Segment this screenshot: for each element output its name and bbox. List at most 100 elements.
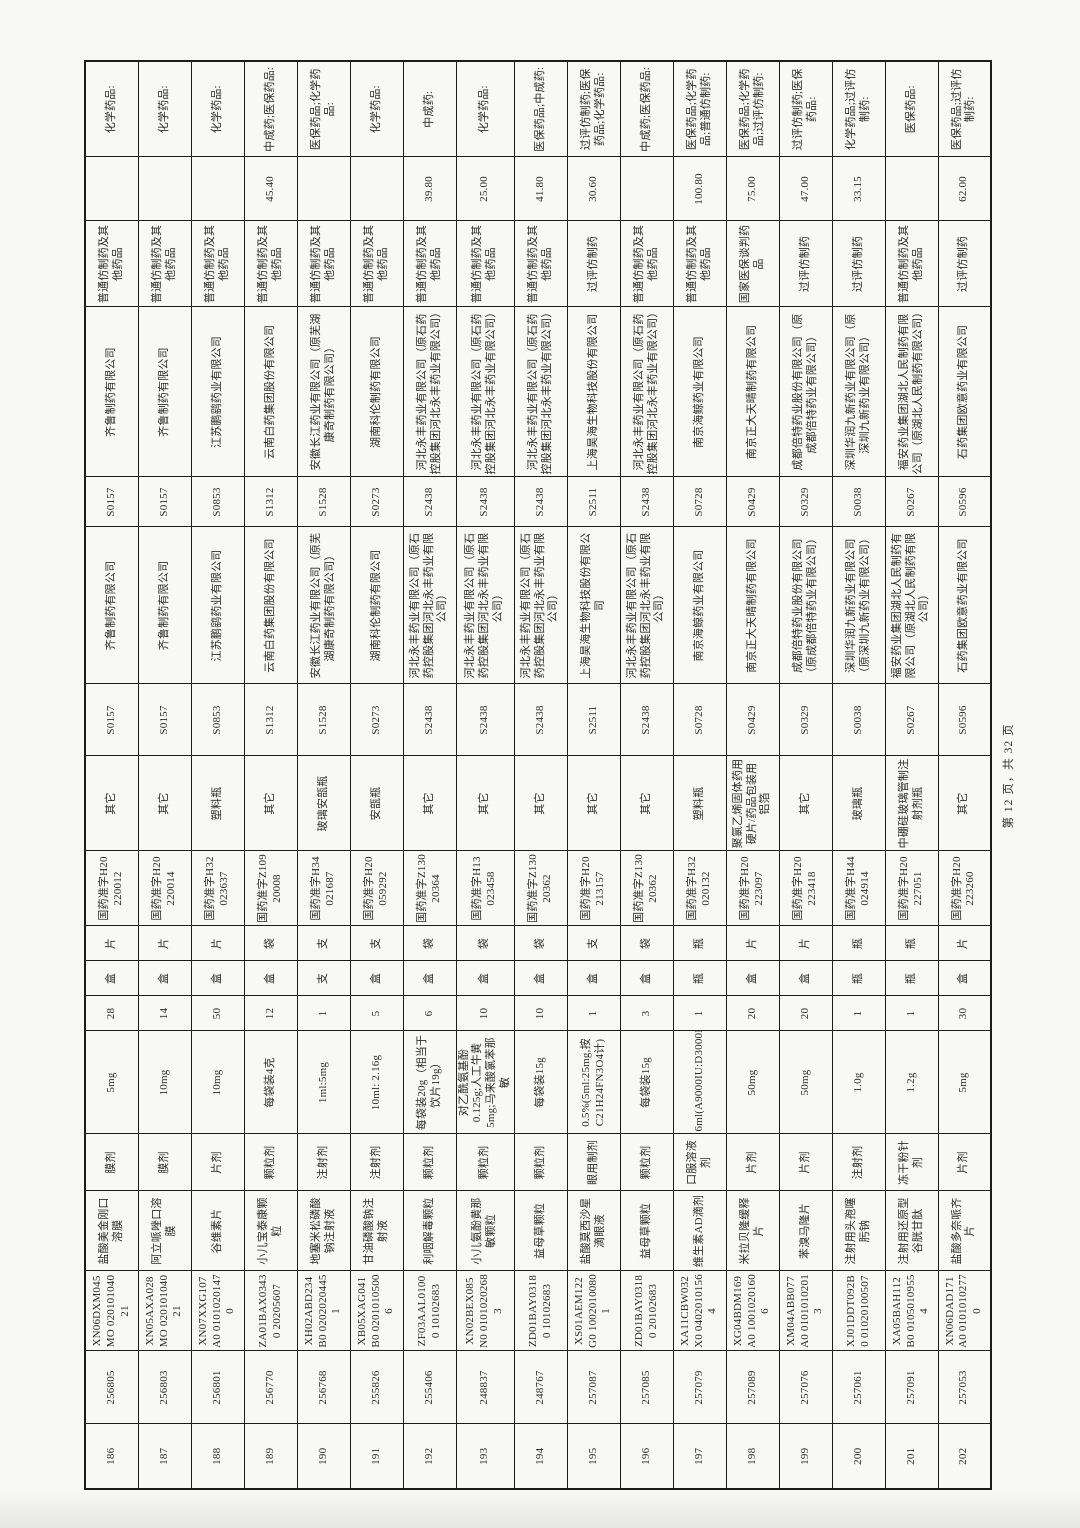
cell-unit2: 片 (726, 926, 779, 961)
cell-unit1: 盒 (244, 961, 297, 996)
cell-code1: S0038 (832, 684, 885, 756)
cell-company1: 湖南科伦制药有限公司 (350, 527, 403, 684)
cell-code: 257079 (673, 1351, 726, 1424)
cell-unit1: 瓶 (673, 961, 726, 996)
cell-spec: 每袋装15g (620, 1031, 673, 1134)
cell-price: 75.00 (726, 157, 779, 221)
cell-code2: S2438 (403, 477, 456, 527)
cell-form: 注射剂 (350, 1134, 403, 1191)
table-row: 191 255826 XB05XAG041B0 02010105006 甘油磷酸钠注射… (350, 61, 403, 1489)
cell-type: 普通仿制药及其他药品 (403, 221, 456, 307)
cell-code2: S1528 (297, 477, 350, 527)
cell-category: 化学药品: (350, 61, 403, 157)
cell-no: 187 (138, 1424, 191, 1489)
table-row: 188 256801 XN07XXG107A0 01010201470 谷维素片 片剂 1… (191, 61, 244, 1489)
table-row: 201 257091 XA05BAH112B0 01050109554 注射用还原型谷… (885, 61, 938, 1489)
cell-company1: 云南白药集团股份有限公司 (244, 527, 297, 684)
cell-id: ZF03AAL01000 10102683 (403, 1271, 456, 1351)
cell-code: 255826 (350, 1351, 403, 1424)
cell-type: 过评仿制药 (938, 221, 991, 307)
cell-code: 256768 (297, 1351, 350, 1424)
cell-code: 256803 (138, 1351, 191, 1424)
cell-price: 100.80 (673, 157, 726, 221)
cell-spec: 对乙酰氨基酚0.125g;人工牛黄5mg;马来酸氯苯那敏 (456, 1031, 514, 1134)
cell-code2: S0267 (885, 477, 938, 527)
table-row: 196 257085 ZD01BAY03180 20102683 益母草颗粒 颗粒剂 每袋… (620, 61, 673, 1489)
cell-unit1: 盒 (514, 961, 567, 996)
cell-qty: 12 (244, 996, 297, 1031)
cell-approval: 国药准字H20059292 (350, 851, 403, 926)
cell-form: 片剂 (938, 1134, 991, 1191)
cell-code1: S2438 (620, 684, 673, 756)
cell-unit1: 盒 (726, 961, 779, 996)
cell-company2: 河北永丰药业有限公司（原石药控股集团河北永丰药业有限公司） (403, 307, 456, 477)
cell-type: 普通仿制药及其他药品 (620, 221, 673, 307)
cell-category: 医保药品;过评仿制药: (938, 61, 991, 157)
cell-type: 普通仿制药及其他药品 (191, 221, 244, 307)
table-row: 197 257079 XA11CBW032X0 04020101564 维生素AD滴剂… (673, 61, 726, 1489)
cell-code1: S0728 (673, 684, 726, 756)
cell-no: 195 (567, 1424, 620, 1489)
cell-spec: 0.5%(5ml:25mg,按C21H24FN3O4计) (567, 1031, 620, 1134)
cell-form: 膜剂 (85, 1134, 138, 1191)
cell-qty: 1 (832, 996, 885, 1031)
cell-code1: S0429 (726, 684, 779, 756)
cell-price: 33.15 (832, 157, 885, 221)
cell-no: 200 (832, 1424, 885, 1489)
cell-form: 颗粒剂 (456, 1134, 514, 1191)
cell-approval: 国药准字Z13020362 (620, 851, 673, 926)
cell-pack: 玻璃安瓿瓶 (297, 756, 350, 851)
cell-price: 30.60 (567, 157, 620, 221)
cell-category: 医保药品;化学药品;过评仿制药: (726, 61, 779, 157)
cell-company2: 成都倍特药业股份有限公司（原成都倍特药业有限公司） (779, 307, 832, 477)
cell-unit2: 片 (779, 926, 832, 961)
cell-spec: 5mg (938, 1031, 991, 1134)
cell-pack: 其它 (620, 756, 673, 851)
cell-no: 190 (297, 1424, 350, 1489)
cell-category: 化学药品: (456, 61, 514, 157)
cell-approval: 国药准字H20220012 (85, 851, 138, 926)
cell-qty: 30 (938, 996, 991, 1031)
cell-company2: 齐鲁制药有限公司 (138, 307, 191, 477)
cell-code1: S1528 (297, 684, 350, 756)
cell-code1: S2438 (403, 684, 456, 756)
cell-spec: 6ml(A9000IU:D3000IU/g) (673, 1031, 726, 1134)
cell-no: 186 (85, 1424, 138, 1489)
cell-code2: S0329 (779, 477, 832, 527)
cell-form: 片剂 (779, 1134, 832, 1191)
cell-unit2: 袋 (244, 926, 297, 961)
cell-pack: 其它 (514, 756, 567, 851)
cell-type: 普通仿制药及其他药品 (297, 221, 350, 307)
cell-pack: 其它 (85, 756, 138, 851)
cell-category: 中成药: (403, 61, 456, 157)
cell-code2: S0853 (191, 477, 244, 527)
cell-name: 盐酸多奈哌齐片 (938, 1191, 991, 1271)
cell-code: 256770 (244, 1351, 297, 1424)
cell-name: 益母草颗粒 (514, 1191, 567, 1271)
cell-spec: 1.2g (885, 1031, 938, 1134)
cell-category: 化学药品: (85, 61, 138, 157)
cell-unit1: 盒 (456, 961, 514, 996)
cell-code: 257053 (938, 1351, 991, 1424)
cell-qty: 10 (456, 996, 514, 1031)
cell-category: 过评仿制药;医保药品: (779, 61, 832, 157)
cell-name: 地塞米松磷酸钠注射液 (297, 1191, 350, 1271)
cell-name: 益母草颗粒 (620, 1191, 673, 1271)
cell-pack: 其它 (138, 756, 191, 851)
cell-id: XJ01DDT092B0 01020100507 (832, 1271, 885, 1351)
table-row: 194 248767 ZD01BAY03180 10102683 益母草颗粒 颗粒剂 每袋… (514, 61, 567, 1489)
cell-code: 255406 (403, 1351, 456, 1424)
cell-code2: S0429 (726, 477, 779, 527)
cell-name: 维生素AD滴剂 (673, 1191, 726, 1271)
cell-approval: 国药准字H20223418 (779, 851, 832, 926)
cell-approval: 国药准字H20213157 (567, 851, 620, 926)
cell-name: 利咽解毒颗粒 (403, 1191, 456, 1271)
cell-code: 256805 (85, 1351, 138, 1424)
cell-code2: S0728 (673, 477, 726, 527)
cell-name: 苯溴马隆片 (779, 1191, 832, 1271)
cell-code1: S2438 (456, 684, 514, 756)
cell-unit1: 盒 (620, 961, 673, 996)
page-number-footer: 第 12 页，共 32 页 (1003, 723, 1015, 829)
table-row: 190 256768 XH02ABD234B0 02020204451 地塞米松磷酸钠… (297, 61, 350, 1489)
cell-code2: S1312 (244, 477, 297, 527)
